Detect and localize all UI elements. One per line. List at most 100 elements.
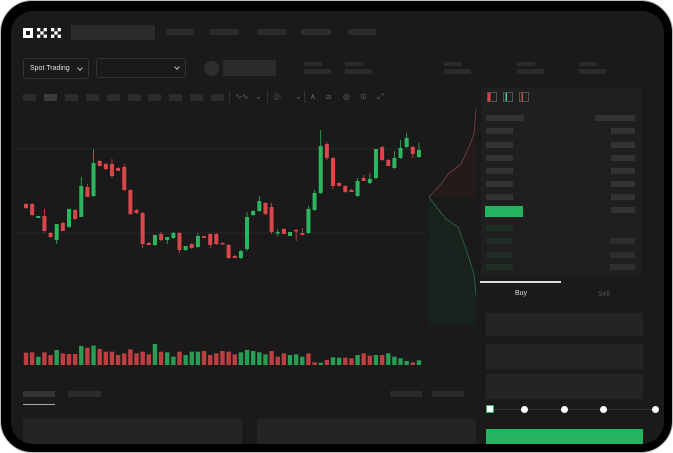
candle-down xyxy=(177,233,182,250)
nav-item[interactable] xyxy=(257,29,286,35)
volume-bar xyxy=(287,355,293,365)
buy-tab-underline xyxy=(480,281,561,283)
slider-step-100[interactable] xyxy=(652,406,659,413)
timeframe-button[interactable] xyxy=(65,94,78,101)
timeframe-button[interactable] xyxy=(211,94,224,101)
coin-avatar xyxy=(204,61,219,76)
bottom-action[interactable] xyxy=(390,391,422,397)
volume-bar xyxy=(343,357,348,365)
buy-tab[interactable]: Buy xyxy=(515,290,528,297)
nav-item[interactable] xyxy=(210,29,239,35)
bid-row-amount xyxy=(610,238,635,244)
candle-down xyxy=(410,147,415,154)
amount-slider-track[interactable] xyxy=(490,409,656,410)
candle-up xyxy=(251,211,256,215)
chevron-down-icon[interactable]: ⌄ xyxy=(255,92,262,101)
sell-tab[interactable]: Sell xyxy=(598,291,610,298)
slider-step-50[interactable] xyxy=(561,406,568,413)
candle-down xyxy=(349,190,354,192)
camera-icon[interactable]: ◎ xyxy=(343,92,350,101)
buy-submit-button[interactable] xyxy=(486,429,643,444)
okx-logo[interactable] xyxy=(23,28,65,39)
bid-row-price xyxy=(486,225,513,231)
volume-bar xyxy=(324,360,330,365)
stat-label xyxy=(304,62,322,66)
orderbook-asks-icon[interactable] xyxy=(519,92,529,102)
candle-down xyxy=(146,243,151,245)
nav-item[interactable] xyxy=(348,29,376,35)
total-input[interactable] xyxy=(486,374,643,399)
ask-row-amount xyxy=(611,168,635,174)
volume-bar xyxy=(201,351,207,365)
timeframe-button-active[interactable] xyxy=(44,94,57,101)
nav-item[interactable] xyxy=(301,29,331,35)
bottom-tab-active[interactable] xyxy=(23,391,55,397)
volume-bar xyxy=(109,351,115,365)
last-price-highlight xyxy=(485,206,523,217)
volume-bar xyxy=(238,352,244,365)
volume-bar xyxy=(134,353,139,365)
timeframe-button[interactable] xyxy=(107,94,120,101)
ask-row-amount xyxy=(611,181,635,187)
volume-bar xyxy=(306,353,311,365)
candle-down xyxy=(116,168,121,171)
slider-step-25[interactable] xyxy=(521,406,528,413)
candle-type-icon[interactable]: ▯▫ xyxy=(274,92,282,101)
timeframe-button[interactable] xyxy=(23,94,36,101)
fullscreen-icon[interactable]: ⤢ xyxy=(377,92,384,101)
stat-value xyxy=(517,69,544,74)
timeframe-button[interactable] xyxy=(148,94,161,101)
candle-down xyxy=(324,144,329,158)
depth-bids-line xyxy=(428,196,477,296)
price-input[interactable] xyxy=(486,313,643,336)
nav-item[interactable] xyxy=(166,29,194,35)
candle-down xyxy=(331,158,335,186)
timeframe-button[interactable] xyxy=(128,94,141,101)
bottom-action[interactable] xyxy=(432,391,464,397)
amount-input[interactable] xyxy=(486,344,643,369)
ruler-icon[interactable]: ⧄ xyxy=(326,92,332,101)
candle-down xyxy=(48,233,53,237)
pair-dropdown[interactable] xyxy=(96,58,186,78)
candle-down xyxy=(361,178,366,181)
ask-row-price xyxy=(486,142,513,148)
timeframe-button[interactable] xyxy=(86,94,99,101)
candle-down xyxy=(232,256,237,258)
bid-row-price xyxy=(486,238,513,244)
candle-down xyxy=(24,204,28,208)
market-type-dropdown[interactable]: Spot Trading xyxy=(23,58,89,79)
indicator-icon[interactable]: ∿∿ xyxy=(235,92,249,101)
candle-up xyxy=(373,149,378,178)
amount-slider-handle[interactable] xyxy=(486,405,494,413)
search-bar[interactable] xyxy=(71,25,155,40)
ask-row-price xyxy=(486,194,513,200)
trading-screen: Spot Trading ∿∿ ⌄ ▯▫ ⌄ ∧ ⧄ ◎ ⊙ ⤢ xyxy=(11,11,664,444)
candle-down xyxy=(134,210,139,213)
volume-bar xyxy=(115,355,121,365)
candle-down xyxy=(300,233,305,235)
slider-step-75[interactable] xyxy=(600,406,607,413)
divider xyxy=(267,91,268,103)
ask-row-price xyxy=(486,181,513,187)
candle-down xyxy=(42,216,47,231)
candle-down xyxy=(189,244,194,248)
candle-down xyxy=(214,234,219,244)
orderbook-bids-icon[interactable] xyxy=(503,92,513,102)
volume-bar xyxy=(158,351,164,365)
chevron-down-icon[interactable]: ⌄ xyxy=(295,92,302,101)
timeframe-button[interactable] xyxy=(190,94,203,101)
bottom-tab[interactable] xyxy=(68,391,101,397)
candlestick-chart[interactable] xyxy=(11,11,431,381)
orderbook-both-icon[interactable] xyxy=(487,92,497,102)
depth-asks-area xyxy=(429,109,476,197)
divider xyxy=(229,91,230,103)
settings-icon[interactable]: ⊙ xyxy=(360,92,367,101)
ask-row-amount xyxy=(611,155,635,161)
timeframe-button[interactable] xyxy=(169,94,182,101)
bottom-tab-underline xyxy=(23,404,55,405)
candle-up xyxy=(54,224,59,240)
volume-bar xyxy=(48,355,53,365)
volume-bar xyxy=(293,354,299,365)
line-draw-icon[interactable]: ∧ xyxy=(310,92,316,101)
candle-down xyxy=(386,160,391,166)
